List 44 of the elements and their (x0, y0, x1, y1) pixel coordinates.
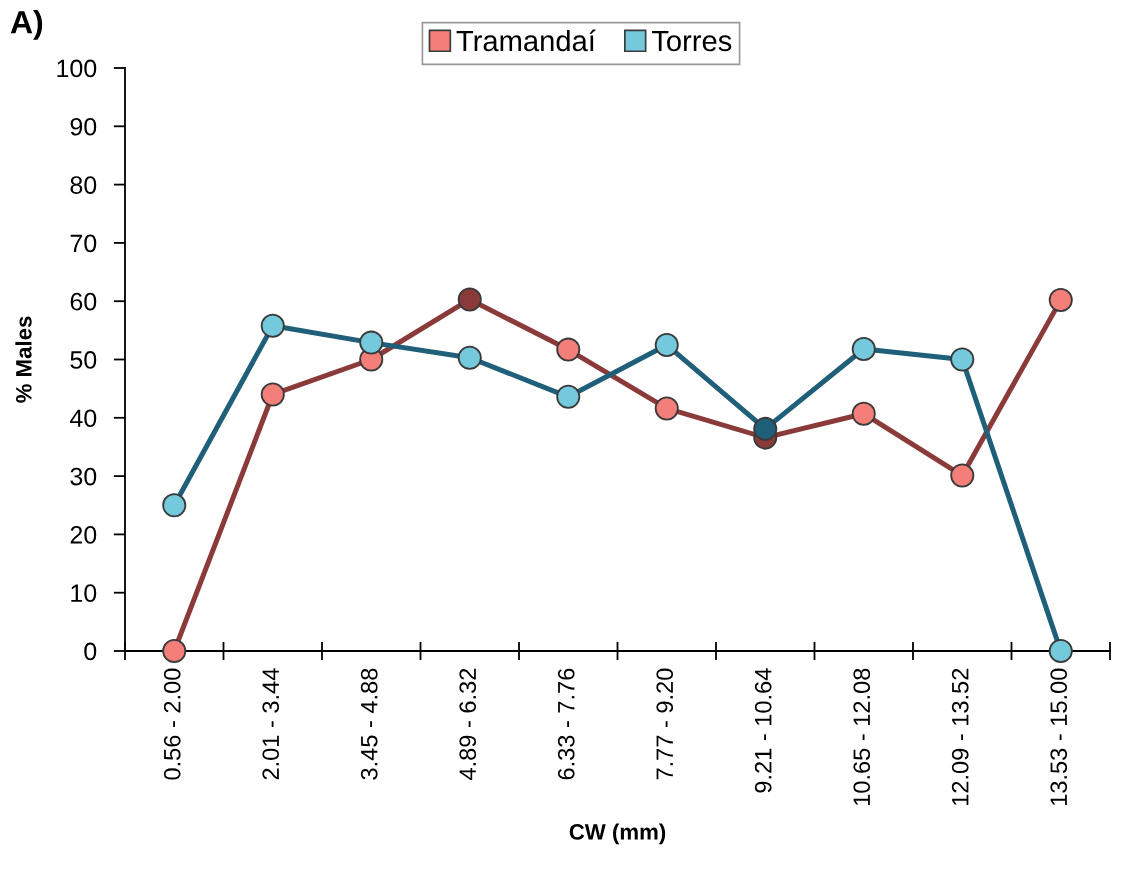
x-tick-label: 0.56 - 2.00 (163, 668, 181, 780)
chart-title: A) (10, 10, 43, 40)
point (260, 382, 285, 407)
point (556, 384, 581, 409)
point (556, 337, 581, 362)
y-tick-label: 30 (70, 467, 97, 486)
y-tick-label: 60 (70, 292, 97, 311)
point (851, 336, 876, 362)
point (1048, 638, 1073, 664)
y-tick-label: 20 (70, 526, 97, 544)
x-tick-label: 9.21 - 10.64 (754, 668, 772, 793)
legend-label: Torres (651, 30, 732, 52)
x-axis-title: CW (mm) (569, 823, 666, 845)
point (1048, 288, 1073, 313)
point (851, 401, 876, 426)
point (950, 347, 975, 372)
x-tick-label: 12.09 - 13.52 (951, 668, 969, 806)
y-tick-label: 100 (57, 59, 97, 78)
legend-label: Tramandaí (456, 29, 596, 52)
y-tick-label: 40 (69, 409, 97, 428)
point (457, 287, 482, 312)
x-tick-label: 7.77 - 9.20 (656, 668, 674, 780)
y-axis-title: % Males (15, 316, 32, 403)
point (950, 463, 975, 488)
y-tick-label: 10 (71, 584, 97, 602)
point (457, 345, 482, 370)
x-tick-label: 4.89 - 6.32 (459, 668, 477, 780)
x-tick-label: 13.53 - 15.00 (1050, 668, 1068, 806)
x-tick-label: 3.45 - 4.88 (360, 668, 378, 780)
point (162, 638, 187, 664)
x-tick-label: 10.65 - 12.08 (853, 668, 871, 806)
y-tick-label: 80 (70, 176, 97, 194)
point (654, 396, 679, 421)
point (359, 330, 384, 355)
y-tick-label: 0 (84, 642, 97, 661)
y-tick-label: 50 (70, 351, 97, 369)
y-tick-label: 70 (70, 234, 97, 253)
y-tick-label: 90 (70, 117, 97, 136)
x-tick-label: 2.01 - 3.44 (262, 668, 280, 780)
point (260, 313, 285, 338)
point (162, 493, 187, 518)
point (654, 332, 679, 357)
x-tick-label: 6.33 - 7.76 (557, 668, 575, 780)
point (753, 416, 778, 441)
